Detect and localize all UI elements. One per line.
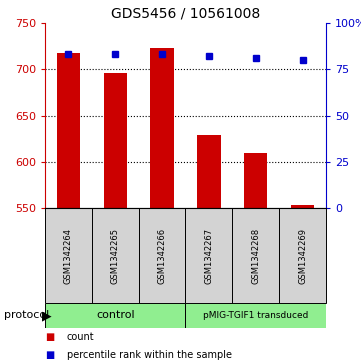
Title: GDS5456 / 10561008: GDS5456 / 10561008 (111, 7, 260, 20)
FancyBboxPatch shape (45, 303, 186, 328)
Text: GSM1342266: GSM1342266 (158, 228, 166, 284)
FancyBboxPatch shape (186, 208, 232, 303)
FancyBboxPatch shape (279, 208, 326, 303)
Text: GSM1342264: GSM1342264 (64, 228, 73, 284)
Bar (244, 152, 268, 208)
Text: GSM1342265: GSM1342265 (111, 228, 120, 284)
Text: ■: ■ (45, 350, 54, 360)
Text: protocol: protocol (4, 310, 49, 321)
FancyBboxPatch shape (92, 208, 139, 303)
Text: GSM1342269: GSM1342269 (298, 228, 307, 284)
Bar (291, 205, 314, 208)
FancyBboxPatch shape (186, 303, 326, 328)
Text: pMIG-TGIF1 transduced: pMIG-TGIF1 transduced (203, 311, 308, 320)
Text: GSM1342267: GSM1342267 (204, 228, 213, 284)
Text: percentile rank within the sample: percentile rank within the sample (67, 350, 232, 360)
FancyBboxPatch shape (139, 208, 186, 303)
Bar (151, 48, 174, 208)
Bar (197, 135, 221, 208)
Text: ▶: ▶ (42, 309, 51, 322)
Bar (57, 53, 80, 208)
Bar (104, 73, 127, 208)
Text: count: count (67, 332, 94, 342)
FancyBboxPatch shape (45, 208, 92, 303)
FancyBboxPatch shape (232, 208, 279, 303)
Text: GSM1342268: GSM1342268 (251, 228, 260, 284)
Text: ■: ■ (45, 332, 54, 342)
Text: control: control (96, 310, 135, 321)
